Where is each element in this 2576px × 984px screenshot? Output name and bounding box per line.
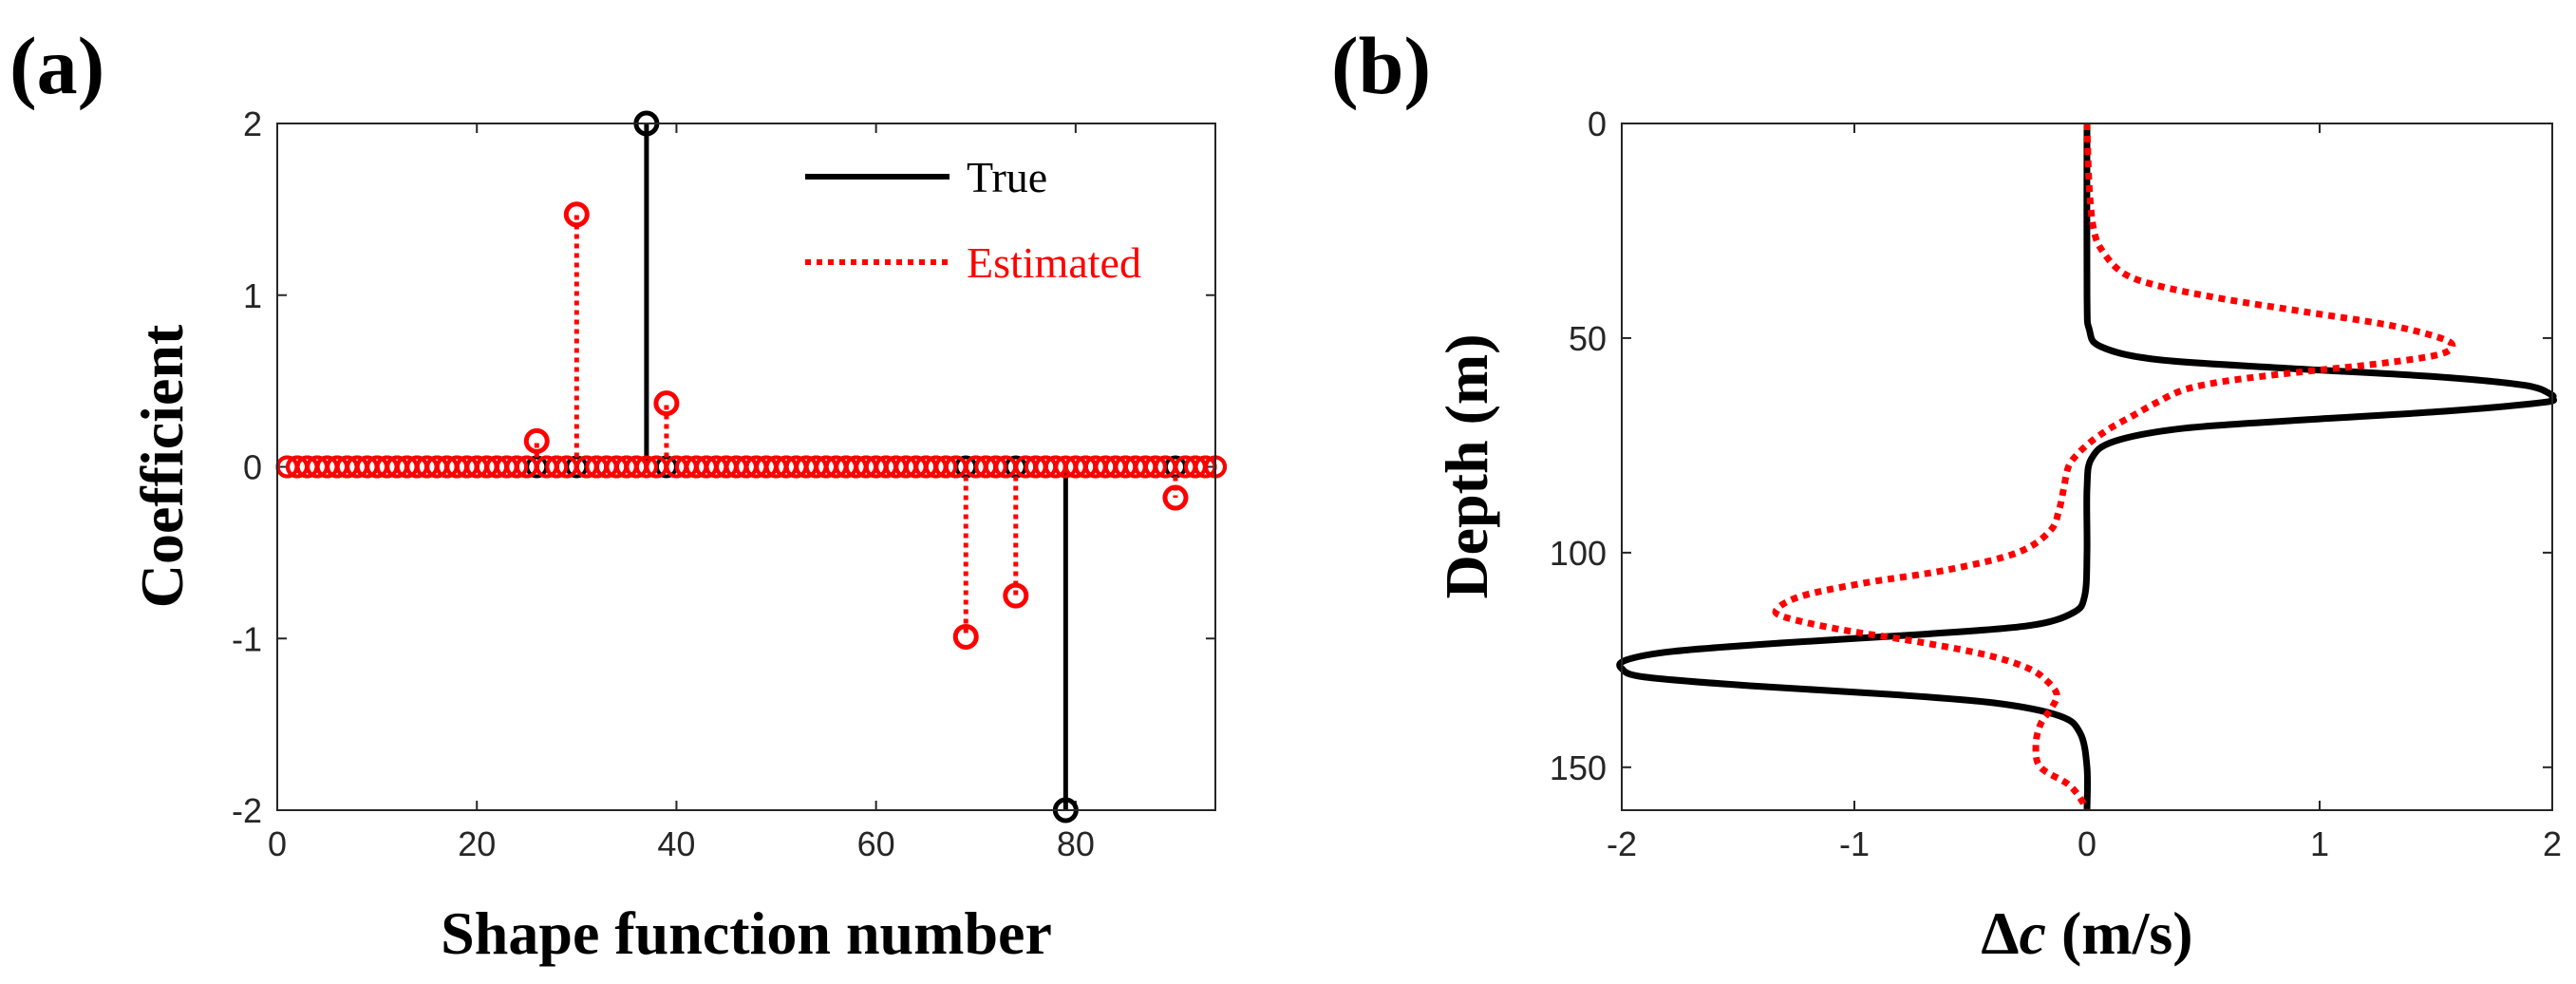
- x-tick-label: 0: [2078, 824, 2097, 863]
- panel-a-stem-chart: (a) 0 20 40 60 80 -2 -1 0 1 2 Shape function numb…: [9, 20, 1227, 967]
- estimated-zero-markers: [275, 455, 1227, 479]
- panel-b-axes-box: [1621, 123, 2553, 811]
- estimated-stem-marker: [1162, 484, 1189, 511]
- panel-b-y-axis-title: Depth (m): [1433, 333, 1500, 598]
- y-tick-label: -2: [232, 791, 262, 830]
- y-tick-label: 150: [1550, 748, 1607, 787]
- panel-b-x-axis-title: Δc (m/s): [1981, 899, 2192, 967]
- estimated-stem-marker: [1003, 582, 1029, 609]
- panel-b-marks: [1616, 123, 2558, 812]
- estimated-stem-marker: [952, 623, 979, 650]
- x-tick-label: -1: [1839, 824, 1870, 863]
- y-tick-label: 0: [243, 448, 262, 487]
- legend-true-label: True: [967, 153, 1047, 201]
- estimated-zero-marker: [1143, 455, 1167, 479]
- estimated-stem-marker: [653, 390, 680, 417]
- y-tick-label: 0: [1588, 104, 1607, 143]
- estimated-stem-marker: [563, 201, 590, 228]
- y-tick-label: -1: [232, 619, 262, 658]
- estimated-zero-marker: [984, 455, 1007, 479]
- estimated-zero-marker: [934, 455, 958, 479]
- true-profile-line: [1616, 123, 2558, 811]
- panel-a-axes-box: [276, 123, 1216, 811]
- c-variable: c: [2020, 899, 2046, 967]
- x-tick-label: 1: [2310, 824, 2329, 863]
- panel-b-line-chart: (b) -2 -1 0 1 2 0 50 100 150 Δc (m/s) Depth (m): [1331, 20, 2562, 967]
- estimated-zero-marker: [505, 455, 529, 479]
- legend-estimated-label: Estimated: [967, 238, 1141, 287]
- delta-symbol: Δ: [1981, 899, 2019, 967]
- x-tick-label: -2: [1607, 824, 1637, 863]
- estimated-profile-line: [1772, 123, 2456, 812]
- x-tick-label: 40: [657, 824, 695, 863]
- x-tick-label: 80: [1057, 824, 1095, 863]
- x-tick-label: 20: [458, 824, 496, 863]
- unit-text: (m/s): [2046, 899, 2193, 967]
- panel-a-legend: True Estimated: [805, 153, 1141, 287]
- panel-a-y-axis-title: Coefficient: [128, 324, 196, 608]
- estimated-zero-marker: [634, 455, 658, 479]
- panel-a-tick-labels: 0 20 40 60 80 -2 -1 0 1 2: [232, 104, 1095, 863]
- panel-b-tick-labels: -2 -1 0 1 2 0 50 100 150: [1550, 104, 2562, 863]
- y-tick-label: 2: [243, 104, 262, 143]
- y-tick-label: 1: [243, 276, 262, 315]
- estimated-stem-marker: [523, 427, 550, 454]
- x-tick-label: 60: [857, 824, 895, 863]
- estimated-zero-marker: [545, 455, 569, 479]
- y-tick-label: 50: [1569, 319, 1607, 358]
- panel-a-marks: [275, 110, 1227, 823]
- panel-b-label: (b): [1331, 20, 1431, 111]
- x-tick-label: 0: [268, 824, 287, 863]
- panel-a-label: (a): [9, 20, 104, 111]
- x-tick-label: 2: [2543, 824, 2562, 863]
- y-tick-label: 100: [1550, 534, 1607, 573]
- panel-a-x-axis-title: Shape function number: [441, 899, 1052, 967]
